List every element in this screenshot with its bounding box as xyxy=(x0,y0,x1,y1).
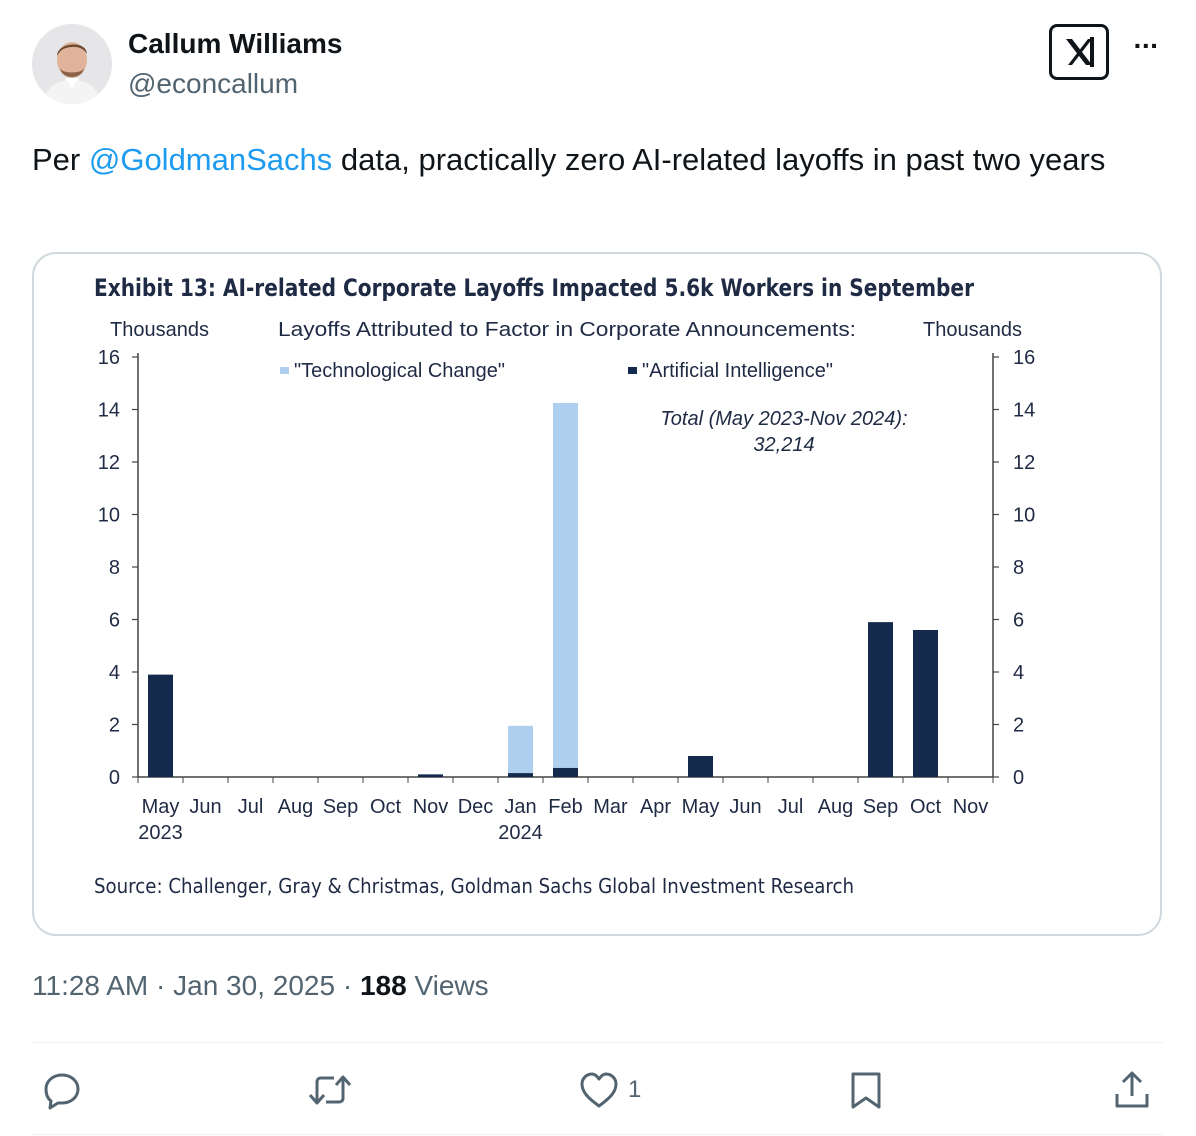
like-icon xyxy=(580,1072,618,1108)
y-tick-label-left: 12 xyxy=(98,452,120,474)
y-tick-label-left: 0 xyxy=(109,767,120,789)
tweet-meta: 11:28 AM · Jan 30, 2025 · 188 Views xyxy=(32,970,489,1002)
meta-separator: · xyxy=(156,970,174,1001)
retweet-icon xyxy=(308,1075,352,1105)
meta-separator: · xyxy=(342,970,360,1001)
tweet-text-prefix: Per xyxy=(32,142,89,177)
x-tick-label: Feb xyxy=(548,796,582,818)
y-tick-label-right: 16 xyxy=(1013,347,1035,369)
chart-title: Exhibit 13: AI-related Corporate Layoffs… xyxy=(94,274,974,302)
x-tick-label: Jun xyxy=(729,796,761,818)
reply-button[interactable] xyxy=(42,1066,82,1114)
legend-swatch xyxy=(628,367,637,374)
x-tick-label: Oct xyxy=(370,796,402,818)
x-tick-label: Mar xyxy=(593,796,628,818)
x-tick-label: Jul xyxy=(238,796,264,818)
y-tick-label-right: 2 xyxy=(1013,715,1024,737)
y-tick-label-right: 0 xyxy=(1013,767,1024,789)
x-year-label: 2024 xyxy=(498,822,543,844)
bookmark-button[interactable] xyxy=(846,1066,886,1114)
y-tick-label-left: 16 xyxy=(98,347,120,369)
views-count: 188 xyxy=(359,970,407,1001)
divider xyxy=(32,1042,1164,1043)
views-label: Views xyxy=(414,970,489,1001)
x-tick-label: Aug xyxy=(278,796,314,818)
chart-subtitle: Layoffs Attributed to Factor in Corporat… xyxy=(278,319,856,341)
y-tick-label-right: 8 xyxy=(1013,557,1024,579)
x-tick-label: Jun xyxy=(189,796,221,818)
bar xyxy=(553,767,578,777)
y-tick-label-right: 10 xyxy=(1013,505,1035,527)
y-tick-label-right: 4 xyxy=(1013,662,1024,684)
tweet-text-suffix: data, practically zero AI-related layoff… xyxy=(332,142,1106,177)
chart-annotation-value: 32,214 xyxy=(753,434,814,456)
retweet-button[interactable] xyxy=(306,1066,354,1114)
chart-annotation: Total (May 2023-Nov 2024): xyxy=(660,408,907,430)
y-tick-label-left: 2 xyxy=(109,715,120,737)
x-year-label: 2023 xyxy=(138,822,183,844)
legend-label: "Artificial Intelligence" xyxy=(642,360,833,382)
x-tick-label: Nov xyxy=(953,796,989,818)
share-button[interactable] xyxy=(1112,1066,1152,1114)
x-tick-label: Jan xyxy=(504,796,536,818)
x-tick-label: Aug xyxy=(818,796,854,818)
y-tick-label-left: 8 xyxy=(109,557,120,579)
chart-source: Source: Challenger, Gray & Christmas, Go… xyxy=(94,874,854,898)
y-axis-label-right: Thousands xyxy=(923,319,1022,341)
tweet-time[interactable]: 11:28 AM xyxy=(32,970,149,1001)
y-axis-label-left: Thousands xyxy=(110,319,209,341)
more-icon[interactable]: ··· xyxy=(1133,30,1160,61)
x-tick-label: Dec xyxy=(458,796,494,818)
x-tick-label: Nov xyxy=(413,796,449,818)
media-card[interactable]: Exhibit 13: AI-related Corporate Layoffs… xyxy=(32,252,1162,936)
legend-label: "Technological Change" xyxy=(294,360,505,382)
y-tick-label-left: 14 xyxy=(98,400,120,422)
x-logo-icon[interactable] xyxy=(1049,24,1109,80)
bookmark-icon xyxy=(851,1072,881,1109)
y-tick-label-right: 6 xyxy=(1013,610,1024,632)
author-name[interactable]: Callum Williams xyxy=(128,28,343,59)
x-tick-label: Jul xyxy=(778,796,804,818)
like-count: 1 xyxy=(628,1076,642,1103)
y-tick-label-left: 6 xyxy=(109,610,120,632)
bar xyxy=(553,402,578,768)
reply-icon xyxy=(44,1073,80,1110)
avatar[interactable] xyxy=(32,24,112,104)
x-tick-label: May xyxy=(142,796,180,818)
bar xyxy=(148,674,173,777)
author-handle[interactable]: @econcallum xyxy=(128,68,299,99)
bar xyxy=(418,774,443,777)
x-tick-label: Apr xyxy=(640,796,671,818)
x-tick-label: May xyxy=(682,796,720,818)
bar xyxy=(508,773,533,777)
y-tick-label-left: 4 xyxy=(109,662,120,684)
bar xyxy=(868,622,893,777)
y-tick-label-right: 14 xyxy=(1013,400,1035,422)
x-tick-label: Sep xyxy=(863,796,899,818)
like-button[interactable]: 1 xyxy=(578,1066,641,1114)
mention-link[interactable]: @GoldmanSachs xyxy=(88,142,333,177)
bar xyxy=(508,725,533,774)
bar xyxy=(688,756,713,777)
x-tick-label: Sep xyxy=(323,796,359,818)
tweet-date[interactable]: Jan 30, 2025 xyxy=(173,970,336,1001)
legend-swatch xyxy=(280,367,289,374)
share-icon xyxy=(1115,1071,1149,1108)
bar xyxy=(913,630,938,777)
divider xyxy=(32,1134,1164,1135)
y-tick-label-right: 12 xyxy=(1013,452,1035,474)
tweet-text: Per @GoldmanSachs data, practically zero… xyxy=(32,136,1172,184)
y-tick-label-left: 10 xyxy=(98,505,120,527)
x-tick-label: Oct xyxy=(910,796,942,818)
chart: Exhibit 13: AI-related Corporate Layoffs… xyxy=(94,274,1035,898)
